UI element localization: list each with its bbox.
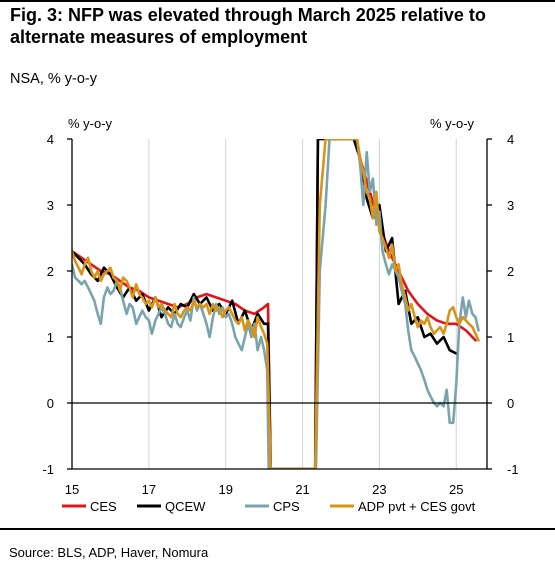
y-tick-label-left: -1 <box>42 462 54 477</box>
x-tick-label: 23 <box>372 482 386 497</box>
series-line-qcew <box>72 139 458 469</box>
x-tick-label: 17 <box>142 482 156 497</box>
y-tick-label-left: 3 <box>47 198 54 213</box>
y-tick-label-left: 4 <box>47 132 54 147</box>
figure-title: Fig. 3: NFP was elevated through March 2… <box>10 5 486 47</box>
y-tick-label-right: 2 <box>507 264 514 279</box>
right-axis-title: % y-o-y <box>430 116 475 131</box>
x-tick-label: 25 <box>449 482 463 497</box>
y-tick-label-right: 3 <box>507 198 514 213</box>
series-line-adp-pvt-ces-govt <box>72 139 480 469</box>
y-tick-label-right: -1 <box>507 462 519 477</box>
figure-subtitle: NSA, % y-o-y <box>10 71 98 87</box>
series-layer <box>72 139 480 469</box>
grid-layer <box>148 139 457 469</box>
y-tick-label-left: 1 <box>47 330 54 345</box>
left-axis-title: % y-o-y <box>68 116 113 131</box>
top-rule <box>0 0 555 2</box>
y-tick-label-right: 4 <box>507 132 514 147</box>
x-tick-label: 19 <box>218 482 232 497</box>
x-tick-label: 21 <box>295 482 309 497</box>
y-tick-label-right: 0 <box>507 396 514 411</box>
axes-layer <box>67 138 492 470</box>
y-tick-label-left: 2 <box>47 264 54 279</box>
y-tick-label-right: 1 <box>507 330 514 345</box>
x-tick-label: 15 <box>65 482 79 497</box>
legend: CES QCEW CPS ADP pvt + CES govt <box>62 499 476 514</box>
line-chart: % y-o-y % y-o-y 15 17 19 21 23 25-1 -10 01 12 23 3… <box>42 116 518 514</box>
series-line-ces <box>72 139 477 469</box>
legend-label: CES <box>90 499 117 514</box>
y-tick-label-left: 0 <box>47 396 54 411</box>
legend-label: ADP pvt + CES govt <box>358 499 476 514</box>
source-note: Source: BLS, ADP, Haver, Nomura <box>9 545 209 560</box>
legend-label: QCEW <box>165 499 206 514</box>
labels-layer: % y-o-y % y-o-y 15 17 19 21 23 25-1 -10 01 12 23 3… <box>42 116 518 497</box>
series-line-cps <box>72 139 480 469</box>
bottom-rule <box>0 528 555 530</box>
legend-label: CPS <box>273 499 300 514</box>
